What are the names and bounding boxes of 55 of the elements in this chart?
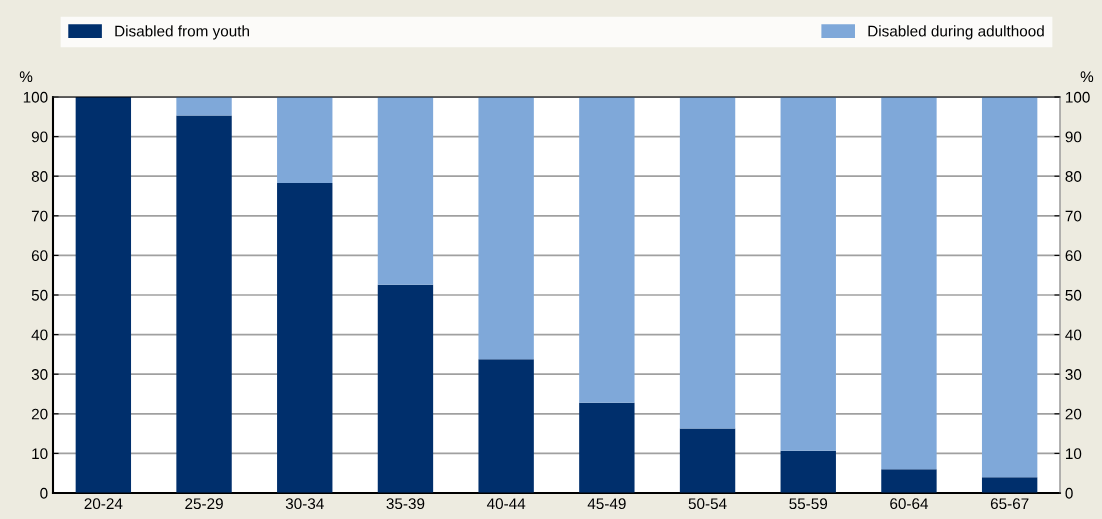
y2-tick-label: 100 xyxy=(1066,91,1090,103)
y-tick-label: 100 xyxy=(23,91,48,103)
bar xyxy=(780,450,836,493)
y-tick-label: 0 xyxy=(40,487,48,499)
bar xyxy=(881,97,937,470)
bar xyxy=(75,97,132,493)
bar xyxy=(377,97,434,285)
y-tick-label: 20 xyxy=(31,408,48,420)
x-tick-label: 40-44 xyxy=(486,498,526,510)
bar xyxy=(579,402,635,493)
y-tick-label: 80 xyxy=(31,171,48,182)
y2-tick-label: 40 xyxy=(1065,329,1082,341)
bar xyxy=(881,469,937,493)
y2-tick-label: 70 xyxy=(1065,210,1082,222)
bar xyxy=(176,97,232,116)
y2-tick-label: 90 xyxy=(1065,131,1082,143)
y-tick-label: 50 xyxy=(31,289,48,301)
x-tick-label: 65-67 xyxy=(990,498,1029,510)
bar xyxy=(679,97,736,429)
legend-label: Disabled during adulthood xyxy=(868,25,1044,40)
y-tick-label: 70 xyxy=(31,210,48,222)
y2-axis-title: % xyxy=(1080,71,1094,83)
y2-tick-label: 10 xyxy=(1066,448,1082,460)
y-tick-label: 40 xyxy=(31,329,48,341)
bar xyxy=(780,97,836,451)
bar xyxy=(981,97,1038,478)
y2-tick-label: 60 xyxy=(1065,250,1082,262)
x-tick-label: 25-29 xyxy=(185,498,223,510)
x-tick-label: 55-59 xyxy=(789,498,828,510)
bar xyxy=(377,284,434,493)
y2-tick-label: 50 xyxy=(1065,289,1082,301)
y2-tick-label: 80 xyxy=(1065,171,1082,182)
y2-tick-label: 20 xyxy=(1065,408,1082,420)
y-tick-label: 30 xyxy=(31,369,48,380)
legend-label: Disabled from youth xyxy=(115,25,249,40)
x-tick-label: 60-64 xyxy=(890,498,929,510)
bar xyxy=(679,428,736,493)
x-tick-label: 35-39 xyxy=(386,498,425,510)
x-tick-label: 45-49 xyxy=(587,498,626,510)
bar xyxy=(176,115,232,493)
bar xyxy=(579,97,635,403)
bar xyxy=(478,359,534,493)
y-axis-title: % xyxy=(19,71,33,83)
x-tick-label: 20-24 xyxy=(84,498,123,510)
y2-tick-label: 0 xyxy=(1065,487,1073,499)
bar xyxy=(981,477,1038,493)
y2-tick-label: 30 xyxy=(1065,369,1082,380)
x-tick-label: 50-54 xyxy=(688,498,727,510)
bar xyxy=(277,97,333,183)
y-tick-label: 60 xyxy=(31,250,48,262)
x-tick-label: 30-34 xyxy=(285,498,324,510)
y-tick-label: 10 xyxy=(32,448,48,460)
y-tick-label: 90 xyxy=(31,131,48,143)
bar xyxy=(277,182,333,493)
bar xyxy=(478,97,534,360)
